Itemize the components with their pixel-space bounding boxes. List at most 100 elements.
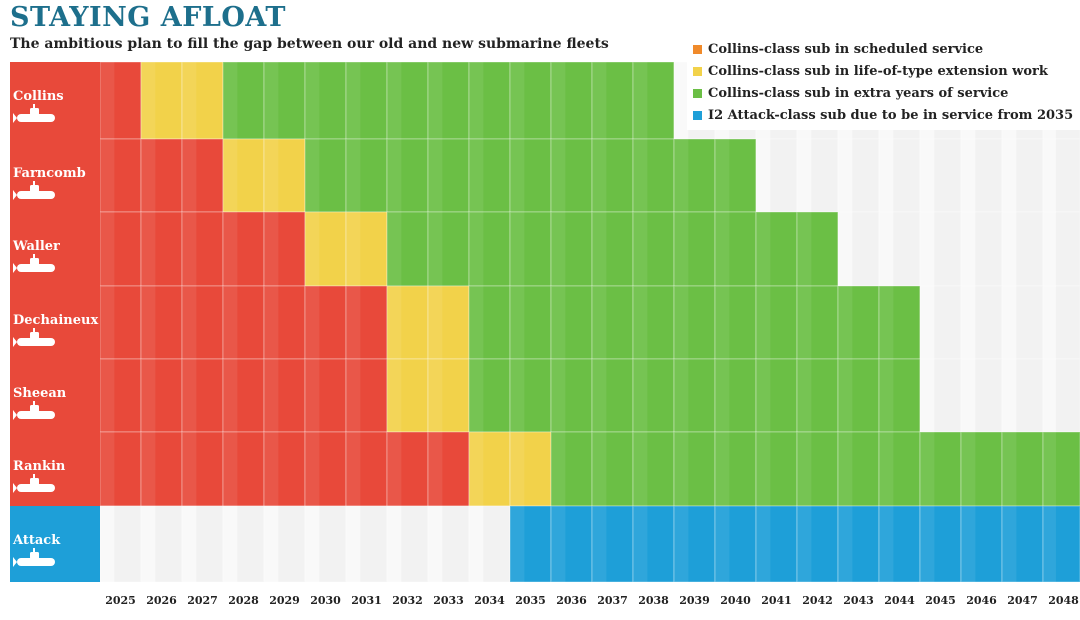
cell-sheen — [797, 359, 812, 432]
cell-rankin-2045 — [919, 431, 962, 507]
cell-dechaineux-2026 — [140, 285, 183, 360]
cell-sheen — [756, 359, 771, 432]
cell-sheen — [264, 139, 279, 212]
cell-sheen — [756, 212, 771, 286]
cell-farncomb-2033 — [427, 138, 470, 213]
cell-collins-2038 — [632, 61, 675, 140]
cell-sheen — [182, 139, 197, 212]
cell-sheen — [961, 139, 976, 212]
cell-rankin-2026 — [140, 431, 183, 507]
cell-sheen — [715, 432, 730, 506]
cell-sheen — [879, 506, 894, 582]
year-label-2028: 2028 — [228, 594, 259, 607]
cell-sheen — [305, 62, 320, 139]
cell-attack-2039 — [673, 505, 716, 583]
cell-sheen — [592, 432, 607, 506]
cell-farncomb-2038 — [632, 138, 675, 213]
row-labels: Collins Farncomb Waller Dechaineux Sheean Ran… — [10, 62, 100, 582]
cell-sheen — [141, 506, 156, 582]
row-label-rankin: Rankin — [13, 459, 66, 474]
cell-sheen — [141, 359, 156, 432]
cell-sheen — [428, 286, 443, 359]
cell-sheen — [223, 359, 238, 432]
cell-sheen — [469, 359, 484, 432]
cell-sheen — [141, 139, 156, 212]
cell-sheen — [715, 212, 730, 286]
cell-dechaineux-2044 — [878, 285, 921, 360]
cell-rankin-2044 — [878, 431, 921, 507]
cell-rankin-2037 — [591, 431, 634, 507]
row-label-sheean: Sheean — [13, 386, 67, 401]
cell-sheen — [182, 506, 197, 582]
cell-sheen — [797, 212, 812, 286]
year-label-2032: 2032 — [392, 594, 423, 607]
cell-sheen — [223, 506, 238, 582]
cell-sheen — [100, 286, 115, 359]
cell-dechaineux-2030 — [304, 285, 347, 360]
cell-waller-2041 — [755, 211, 798, 287]
cell-sheean-2027 — [181, 358, 224, 433]
cell-sheen — [264, 432, 279, 506]
cell-sheen — [469, 139, 484, 212]
cell-sheen — [100, 139, 115, 212]
cell-sheen — [264, 506, 279, 582]
cell-dechaineux-2038 — [632, 285, 675, 360]
cell-dechaineux-2040 — [714, 285, 757, 360]
cell-sheen — [838, 139, 853, 212]
cell-sheen — [346, 62, 361, 139]
cell-sheen — [469, 432, 484, 506]
row-label-bg-dechaineux — [10, 286, 100, 359]
year-label-2045: 2045 — [925, 594, 956, 607]
cell-sheean-2030 — [304, 358, 347, 433]
cell-sheen — [223, 432, 238, 506]
cell-waller-2040 — [714, 211, 757, 287]
row-label-bg-rankin — [10, 432, 100, 506]
cell-sheen — [1002, 286, 1017, 359]
cell-attack-2037 — [591, 505, 634, 583]
legend-item-attack: I2 Attack-class sub due to be in service… — [693, 104, 1080, 126]
cell-sheen — [592, 62, 607, 139]
cell-sheen — [961, 506, 976, 582]
cell-sheen — [346, 139, 361, 212]
year-label-2037: 2037 — [597, 594, 628, 607]
cell-sheen — [1002, 432, 1017, 506]
cell-sheen — [387, 212, 402, 286]
cell-sheen — [551, 432, 566, 506]
cell-sheen — [346, 212, 361, 286]
cell-sheen — [305, 139, 320, 212]
year-label-2026: 2026 — [146, 594, 177, 607]
year-label-2047: 2047 — [1007, 594, 1038, 607]
cell-sheen — [838, 432, 853, 506]
cell-sheen — [387, 432, 402, 506]
cell-sheen — [141, 212, 156, 286]
cell-sheen — [920, 359, 935, 432]
cell-sheen — [797, 506, 812, 582]
cell-rankin-2048 — [1042, 431, 1080, 507]
cell-sheen — [1043, 506, 1056, 582]
cell-collins-2037 — [591, 61, 634, 140]
cell-rankin-2040 — [714, 431, 757, 507]
year-label-2029: 2029 — [269, 594, 300, 607]
cell-sheen — [715, 359, 730, 432]
cell-sheen — [1002, 359, 1017, 432]
year-label-2040: 2040 — [720, 594, 751, 607]
cell-sheen — [1002, 212, 1017, 286]
legend-label-attack: I2 Attack-class sub due to be in service… — [708, 107, 1074, 123]
cell-sheen — [879, 139, 894, 212]
cell-sheean-2032 — [386, 358, 429, 433]
year-label-2041: 2041 — [761, 594, 792, 607]
cell-sheen — [510, 286, 525, 359]
cell-farncomb-2029 — [263, 138, 306, 213]
row-label-waller: Waller — [12, 239, 60, 254]
cell-rankin-2028 — [222, 431, 265, 507]
cell-sheen — [920, 139, 935, 212]
submarine-icon — [13, 104, 55, 123]
cell-rankin-2030 — [304, 431, 347, 507]
cell-sheen — [797, 432, 812, 506]
cell-collins-2032 — [386, 61, 429, 140]
cell-collins-2025 — [99, 61, 142, 140]
cell-sheen — [920, 212, 935, 286]
cell-attack-2036 — [550, 505, 593, 583]
cell-sheen — [182, 62, 197, 139]
cell-sheen — [1043, 286, 1056, 359]
